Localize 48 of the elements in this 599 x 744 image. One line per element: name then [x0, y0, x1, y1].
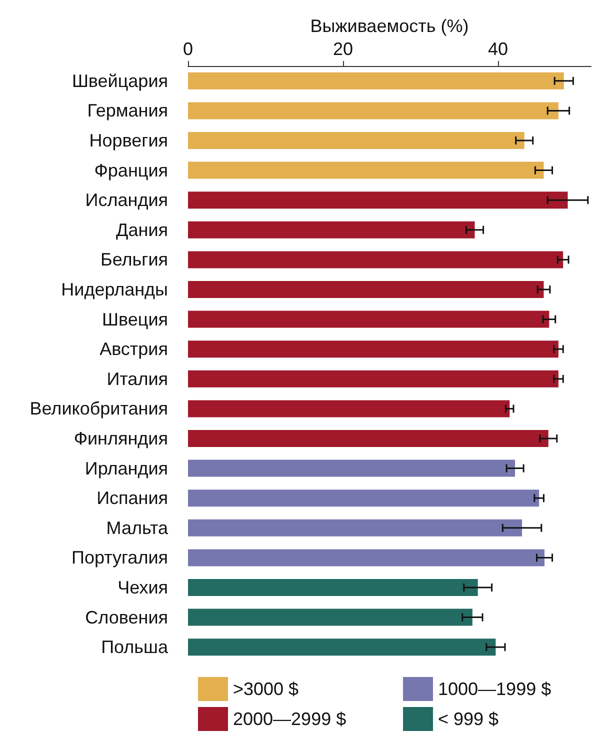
- y-tick-label: Мальта: [106, 518, 169, 538]
- y-tick-label: Швеция: [102, 309, 168, 330]
- bar: [188, 579, 478, 596]
- x-tick-label: 0: [182, 39, 194, 59]
- bar: [188, 72, 564, 90]
- bar: [188, 132, 524, 149]
- legend-label: >3000 $: [233, 679, 299, 699]
- y-tick-label: Финляндия: [74, 428, 168, 448]
- bar: [188, 638, 496, 656]
- bar: [188, 608, 472, 626]
- x-tick-label: 20: [332, 39, 354, 59]
- y-tick-label: Бельгия: [100, 250, 168, 270]
- bar: [188, 370, 558, 388]
- y-tick-label: Норвегия: [89, 130, 168, 150]
- y-tick-label: Исландия: [85, 190, 168, 210]
- y-tick-label: Словения: [85, 607, 168, 628]
- y-tick-label: Италия: [106, 368, 168, 389]
- legend-label: 1000—1999 $: [438, 679, 552, 699]
- x-axis-title: Выживаемость (%): [310, 16, 469, 36]
- y-tick-label: Португалия: [72, 548, 168, 568]
- legend-label: < 999 $: [438, 709, 499, 729]
- bar: [188, 221, 475, 238]
- y-tick-label: Польша: [101, 637, 169, 658]
- bar: [188, 490, 540, 507]
- y-tick-label: Великобритания: [30, 398, 168, 419]
- bar: [188, 340, 558, 358]
- bar: [188, 310, 550, 328]
- bar: [188, 430, 548, 447]
- legend-label: 2000—2999 $: [233, 709, 346, 729]
- y-tick-label: Нидерланды: [61, 280, 168, 300]
- y-tick-label: Чехия: [118, 578, 168, 598]
- y-tick-label: Испания: [96, 488, 168, 508]
- y-tick-label: Ирландия: [84, 458, 168, 478]
- bar: [188, 102, 558, 120]
- bar: [188, 460, 516, 477]
- bar: [188, 251, 564, 268]
- bar: [188, 162, 544, 179]
- x-tick-label: 40: [488, 39, 508, 59]
- bar: [188, 281, 544, 298]
- y-tick-label: Германия: [87, 100, 168, 121]
- bar: [188, 400, 510, 418]
- bar: [188, 549, 544, 566]
- bar: [188, 519, 522, 536]
- y-tick-label: Дания: [116, 220, 168, 240]
- bar: [188, 192, 568, 209]
- y-tick-label: Австрия: [100, 339, 168, 360]
- y-tick-label: Франция: [94, 160, 168, 180]
- y-tick-label: Швейцария: [72, 70, 168, 91]
